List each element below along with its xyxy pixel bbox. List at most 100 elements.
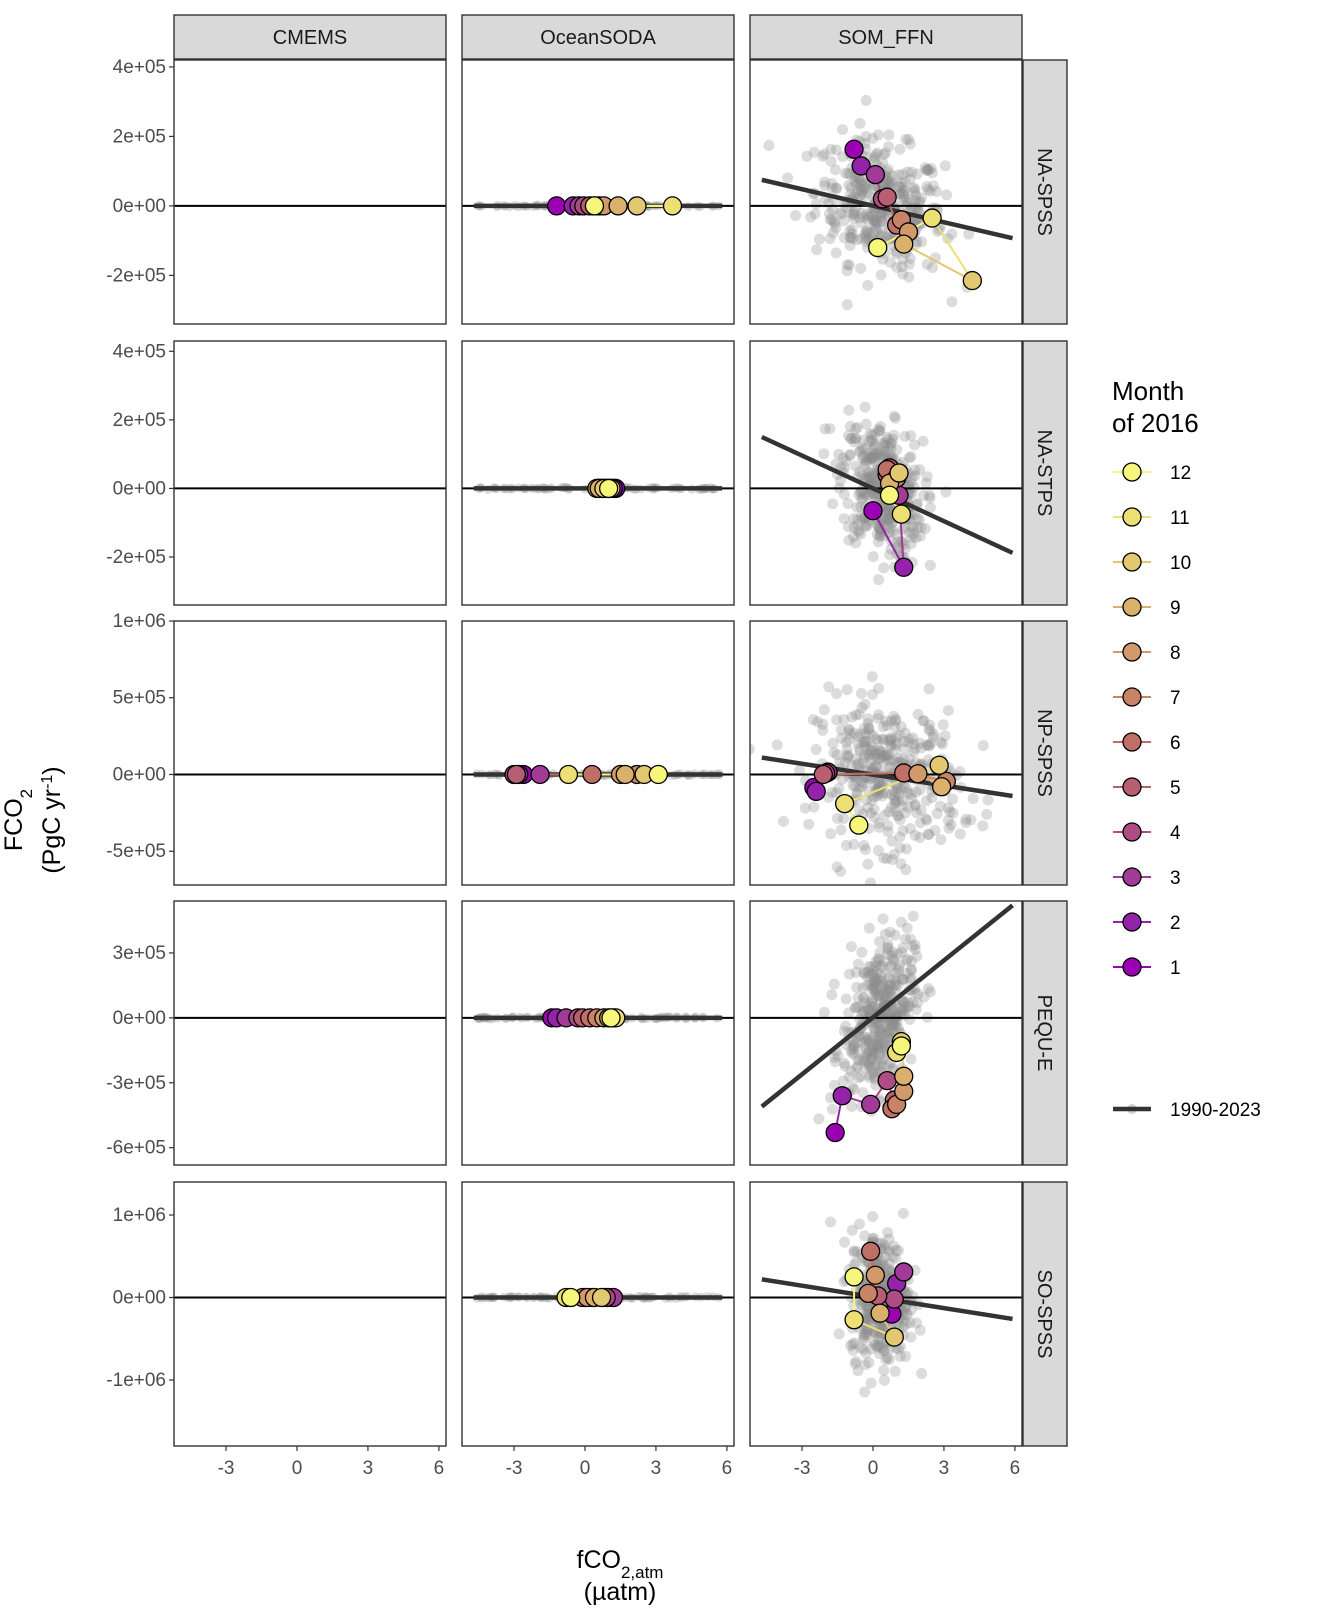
background-point [862,490,874,502]
background-point [897,253,909,265]
background-point [882,988,894,1000]
background-point [886,983,898,995]
background-point [889,412,901,424]
legend-key-point [1122,867,1142,887]
background-point [872,1035,884,1047]
background-point [869,778,881,790]
y-tick-label: 0e+00 [113,1008,166,1029]
background-point [856,487,868,499]
background-point [852,758,864,770]
background-point [918,715,930,727]
background-point [899,933,911,945]
background-point [867,452,879,464]
background-point [872,990,884,1002]
background-point [840,839,852,851]
background-point [882,173,894,185]
background-point [899,1002,911,1014]
background-point [878,988,890,1000]
background-point [826,989,838,1001]
background-point [861,736,873,748]
background-point [874,446,886,458]
background-point [817,724,829,736]
background-point [905,531,917,543]
background-point [849,1337,861,1349]
background-point [929,824,941,836]
background-point [918,991,930,1003]
background-point [844,968,856,980]
background-point [888,429,900,441]
background-point [922,164,934,176]
y-tick-label: -1e+06 [106,1370,166,1391]
background-point [829,218,841,230]
background-point [856,189,868,201]
background-point [886,949,898,961]
background-point [943,822,955,834]
background-point [841,299,853,311]
background-point [872,1017,884,1029]
background-point [890,713,902,725]
panel-content [462,1008,734,1028]
background-point [887,1019,899,1031]
background-point [853,1218,865,1230]
panel-border [461,59,735,325]
background-point [941,189,953,201]
background-point [826,178,838,190]
background-point [882,826,894,838]
background-point [848,208,860,220]
background-point [845,728,857,740]
background-point [872,147,884,159]
background-point [864,489,876,501]
background-point [843,206,855,218]
background-point [868,438,880,450]
background-point [872,536,884,548]
background-point [900,1350,912,1362]
background-point [837,1075,849,1087]
background-point [874,947,886,959]
background-point [876,1255,888,1267]
background-point [880,1021,892,1033]
background-point [846,223,858,235]
background-point [847,531,859,543]
background-point [874,753,886,765]
background-point [907,522,919,534]
background-point [920,795,932,807]
background-point [805,211,817,223]
background-point [843,749,855,761]
background-point [827,204,839,216]
background-point [909,470,921,482]
background-point [864,968,876,980]
background-point [863,1036,875,1048]
background-point [867,226,879,238]
background-point [844,225,856,237]
background-point [859,728,871,740]
background-point [868,151,880,163]
background-point [899,184,911,196]
background-point [873,1332,885,1344]
background-point [861,1050,873,1062]
background-point [921,164,933,176]
background-point [868,1336,880,1348]
background-point [851,1037,863,1049]
background-point [853,173,865,185]
background-point [896,1005,908,1017]
panel-border [173,59,447,325]
background-point [882,749,894,761]
background-point [873,817,885,829]
background-point [879,809,891,821]
month-point [506,764,527,785]
background-point [827,737,839,749]
background-point [845,433,857,445]
background-point [841,684,853,696]
background-point [889,1008,901,1020]
background-point [908,738,920,750]
x-axis-unit: (µatm) [584,1578,657,1606]
background-points-layer [174,60,1022,1446]
background-point [901,967,913,979]
background-point [854,117,866,129]
background-point [895,1008,907,1020]
background-point [900,1005,912,1017]
background-point [921,471,933,483]
background-point [885,715,897,727]
x-tick-label: 3 [651,1458,662,1479]
background-point [909,742,921,754]
